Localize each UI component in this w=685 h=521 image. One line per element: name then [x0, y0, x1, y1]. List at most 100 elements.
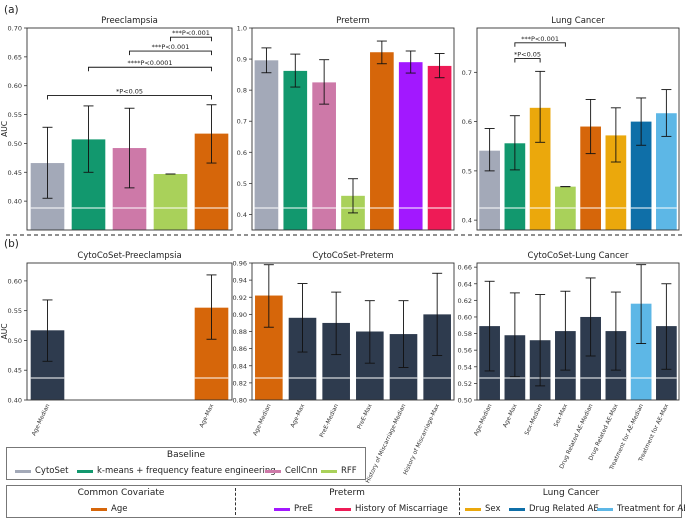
chart-title: Preeclampsia — [101, 16, 158, 26]
significance-bracket — [514, 58, 541, 63]
legend-label: RFF — [341, 466, 357, 476]
chart-title: Preterm — [336, 16, 370, 26]
bar — [312, 82, 336, 230]
legend-item-treatment-ae: Treatment for AE — [597, 504, 685, 514]
y-tick-label: 0.66 — [458, 264, 472, 272]
y-tick-label: 0.94 — [233, 277, 247, 285]
y-tick-label: 0.92 — [233, 294, 247, 302]
chart-title: Lung Cancer — [551, 16, 605, 26]
legend-item-age: Age — [91, 504, 127, 514]
plot-frame — [476, 262, 680, 401]
legend-label: CytoSet — [35, 466, 69, 476]
legend-divider — [459, 488, 460, 515]
legend-swatch — [335, 507, 351, 511]
legend-item-kmeans: k-means + frequency feature engineering — [77, 466, 276, 476]
plot-frame — [251, 262, 455, 401]
significance-label: ***P<0.001 — [152, 43, 190, 51]
y-tick-label: 0.6 — [462, 118, 472, 126]
legend-item-cytoset: CytoSet — [15, 466, 68, 476]
y-tick-label: 0.56 — [458, 347, 472, 355]
bar — [398, 62, 423, 230]
legend-swatch — [274, 507, 290, 511]
bar — [427, 65, 452, 230]
legend-item-drug-ae: Drug Related AE — [509, 504, 599, 514]
x-category-label: Drug Related AE-Max — [588, 403, 620, 462]
baseline-legend: Baseline CytoSet k-means + frequency fea… — [6, 447, 366, 480]
legend-swatch — [509, 507, 525, 511]
bar — [479, 150, 500, 230]
y-tick-label: 0.70 — [8, 25, 22, 33]
x-category-label: Age-Max — [199, 403, 215, 429]
y-tick-label: 0.45 — [8, 367, 22, 375]
y-tick-label: 0.55 — [8, 111, 22, 119]
legend-swatch — [321, 469, 337, 473]
legend-swatch — [91, 507, 107, 511]
chart-b3: CytoCoSet-Lung Cancer 0.50 0.52 0.54 0.56 0.5… — [458, 251, 680, 472]
x-category-label: Age-Median — [31, 403, 51, 437]
significance-bracket — [129, 50, 212, 56]
significance-label: ***P<0.001 — [521, 35, 559, 43]
legend-item-rff: RFF — [321, 466, 357, 476]
x-category-label: Sex-Max — [553, 403, 569, 428]
y-tick-label: 0.40 — [8, 198, 22, 206]
chart-title: CytoCoSet-Lung Cancer — [527, 251, 629, 261]
y-tick-label: 0.60 — [8, 277, 22, 285]
significance-label: ****P<0.0001 — [127, 59, 172, 67]
legend-label: Age — [111, 504, 128, 514]
plot-frame — [476, 27, 680, 231]
y-tick-label: 0.7 — [462, 69, 472, 77]
x-category-label: Age-Max — [290, 403, 306, 429]
legend-label: k-means + frequency feature engineering — [97, 466, 276, 476]
legend-label: CellCnn — [285, 466, 318, 476]
bar — [529, 107, 551, 230]
y-axis-label: AUC — [0, 121, 9, 137]
x-category-label: Age-Max — [503, 403, 519, 429]
significance-bracket — [514, 42, 566, 47]
y-tick-label: 0.9 — [237, 56, 247, 64]
plot-frame — [26, 262, 233, 401]
legend-item-sex: Sex — [465, 504, 501, 514]
y-tick-label: 0.54 — [458, 363, 472, 371]
y-tick-label: 0.50 — [8, 140, 22, 148]
legend-item-history-miscarriage: History of Miscarriage — [335, 504, 448, 514]
panel-label-b: (b) — [4, 238, 19, 250]
legend-label: History of Miscarriage — [355, 504, 448, 514]
y-tick-label: 0.86 — [233, 345, 247, 353]
legend-swatch — [597, 507, 613, 511]
y-tick-label: 0.50 — [458, 397, 472, 405]
y-tick-label: 0.4 — [237, 211, 247, 219]
legend-swatch — [15, 469, 31, 473]
y-tick-label: 0.65 — [8, 53, 22, 61]
significance-bracket — [88, 66, 212, 72]
y-tick-label: 0.40 — [8, 397, 22, 405]
bar — [656, 113, 677, 230]
y-tick-label: 0.52 — [458, 380, 472, 388]
x-category-label: Sex-Median — [524, 403, 544, 436]
legend-divider — [235, 488, 236, 515]
chart-title: CytoCoSet-Preeclampsia — [77, 251, 181, 261]
legend-label: Drug Related AE — [529, 504, 599, 514]
y-tick-label: 0.60 — [8, 82, 22, 90]
x-category-label: Age-Median — [473, 403, 493, 437]
legend-item-cellcnn: CellCnn — [265, 466, 318, 476]
legend-swatch — [265, 469, 281, 473]
legend-item-pree: PreE — [274, 504, 313, 514]
significance-label: *P<0.05 — [514, 51, 541, 59]
panel-label-a: (a) — [4, 4, 19, 16]
y-tick-label: 0.80 — [233, 397, 247, 405]
chart-a3: Lung Cancer 0.4 0.5 0.6 0.7 ***P<0.001 *P<0.05 — [462, 16, 680, 231]
significance-bracket — [47, 95, 212, 100]
y-tick-label: 0.6 — [237, 149, 247, 157]
chart-a1: Preeclampsia 0.40 0.45 0.50 0.55 0.60 0.65 0.70… — [0, 16, 233, 231]
x-category-label: PreE-Median — [319, 403, 340, 439]
bar — [153, 174, 188, 230]
y-tick-label: 0.4 — [462, 217, 472, 225]
y-tick-label: 0.7 — [237, 118, 247, 126]
legend-group-title-common: Common Covariate — [77, 488, 165, 498]
y-tick-label: 0.84 — [233, 362, 247, 370]
x-category-label: Treatment for AE-Max — [638, 403, 671, 464]
y-axis-label: AUC — [0, 324, 9, 340]
bar — [580, 316, 601, 400]
y-tick-label: 0.50 — [8, 337, 22, 345]
